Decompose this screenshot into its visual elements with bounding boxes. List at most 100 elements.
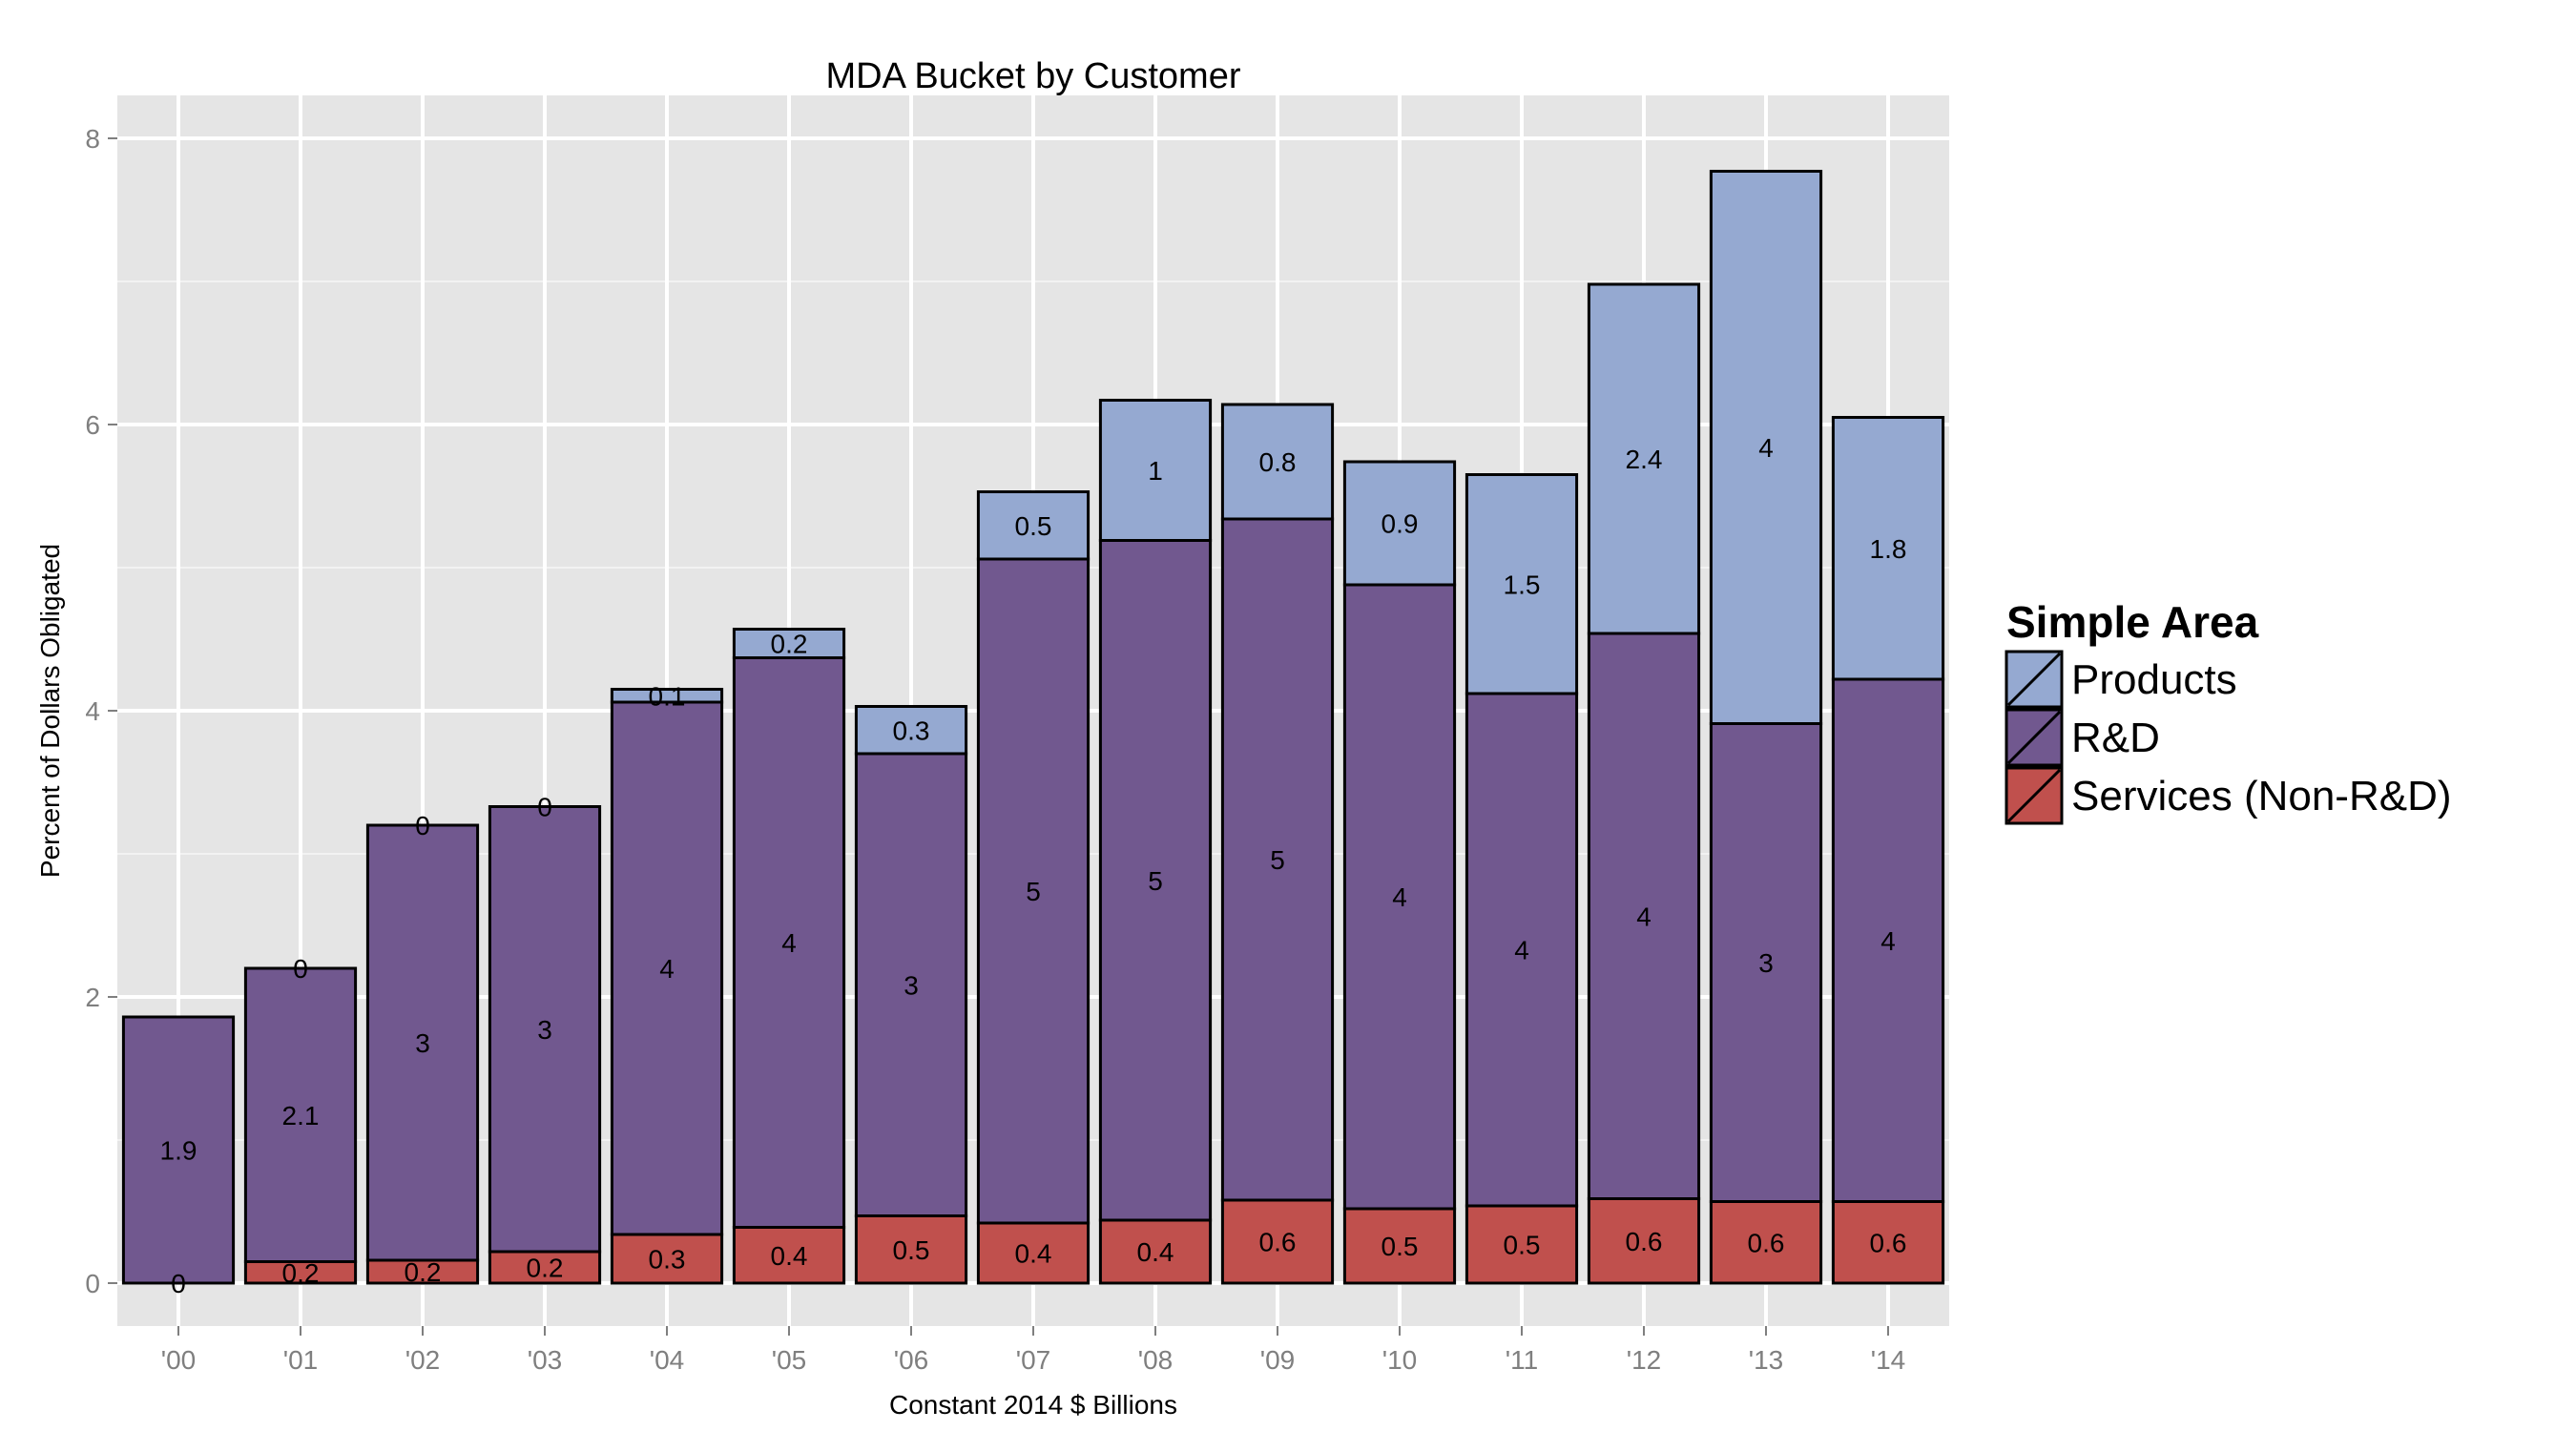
bar-segment [854,752,968,1217]
bar-segment [488,1250,602,1285]
bar-segment [976,1221,1091,1285]
bar-segment [365,823,480,1262]
bar-value-label: 3 [1758,948,1774,978]
bar-segment [732,628,846,659]
bar-value-label: 3 [415,1028,430,1058]
x-tick-label: '11 [1506,1345,1538,1375]
bar-value-label: 0.5 [1504,1231,1541,1260]
bar-segment [1709,722,1823,1203]
x-tick-label: '08 [1138,1345,1174,1375]
bar-value-label: 0.6 [1870,1228,1907,1257]
bar-value-label: 0.5 [1015,511,1052,541]
x-tick-label: '10 [1382,1345,1418,1375]
bar-segment [976,490,1091,561]
bar-segment [1587,1197,1701,1285]
bar-value-label: 1 [1148,456,1163,486]
x-tick-label: '06 [894,1345,929,1375]
bar-value-label: 0.3 [893,716,930,745]
x-tick-label: '13 [1749,1345,1784,1375]
bar-segment [610,688,724,704]
legend-label: Services (Non-R&D) [2071,773,2452,819]
bar-value-label: 0.2 [527,1254,564,1283]
bar-value-label: 0.2 [405,1257,442,1287]
x-axis: '00 '01 '02 '03 '04 '05 '06 '07 '08 '09 '10 '11 '12 '… [161,1326,1905,1375]
bar-value-label: 4 [1880,926,1896,956]
bar-value-label: 0 [415,811,430,840]
x-tick-label: '05 [772,1345,807,1375]
x-tick-label: '02 [405,1345,441,1375]
bar-segment [732,1226,846,1285]
bar-segment [1831,677,1945,1203]
bar-value-label: 0.8 [1259,447,1297,477]
x-tick-label: '00 [161,1345,197,1375]
legend: Simple Area Products R&D Services (Non-R&D… [2005,597,2452,825]
bar-value-label: 3 [537,1015,552,1045]
legend-label: R&D [2071,715,2160,761]
bar-value-label: 5 [1026,877,1041,906]
bar-segment [1709,170,1823,725]
bar-labels: 0 1.9 0.2 2.1 0 0.2 3 0 0.2 3 0 0.3 4 0.1 0.4 4 0.2 0.5 3 0… [160,433,1907,1298]
bar-value-label: 2.1 [282,1101,320,1130]
bar-segment [854,1214,968,1285]
legend-key-slash [2006,710,2062,765]
bar-value-label: 0.1 [649,681,686,711]
bar-value-label: 4 [1514,936,1529,965]
x-tick-label: '04 [650,1345,685,1375]
bar-segment [1098,539,1213,1222]
bar-segment [1342,460,1457,587]
bar-value-label: 0 [293,954,308,984]
x-tick-label: '07 [1016,1345,1051,1375]
bar-segment [1098,399,1213,542]
y-tick-label: 0 [85,1269,100,1298]
bar-segment [1220,517,1335,1202]
x-tick-label: '12 [1627,1345,1662,1375]
bar-segment [1098,1218,1213,1285]
bar-segment [610,1233,724,1285]
chart-title: MDA Bucket by Customer [825,56,1240,96]
bar-value-label: 1.9 [160,1136,197,1166]
legend-key-slash [2006,652,2062,707]
y-axis-title: Percent of Dollars Obligated [35,544,65,878]
bar-value-label: 3 [904,970,919,1000]
bar-value-label: 5 [1270,845,1285,875]
x-axis-title: Constant 2014 $ Billions [889,1390,1177,1420]
bar-segment [1587,282,1701,635]
y-axis: 0 2 4 6 8 [85,124,117,1298]
bar-segment [1342,1207,1457,1285]
bar-value-label: 4 [659,954,675,984]
bars [121,170,1945,1285]
bar-segment [1220,403,1335,521]
y-tick-label: 4 [85,696,100,726]
bar-segment [121,1015,236,1285]
y-tick-label: 2 [85,983,100,1012]
bar-value-label: 1.8 [1870,534,1907,564]
y-tick-label: 6 [85,410,100,440]
bar-value-label: 0.6 [1259,1228,1297,1257]
bar-segment [365,1258,480,1285]
bar-value-label: 0 [537,793,552,822]
bar-value-label: 4 [781,928,797,958]
bar-segment [1831,416,1945,681]
bar-segment [1465,473,1579,695]
bar-value-label: 1.5 [1504,570,1541,599]
legend-key-slash [2006,768,2062,823]
x-tick-label: '09 [1260,1345,1296,1375]
x-tick-label: '03 [528,1345,563,1375]
bar-value-label: 5 [1148,866,1163,896]
bar-segment [976,557,1091,1225]
bar-value-label: 4 [1636,902,1652,931]
bar-value-label: 0.2 [771,630,808,659]
bar-value-label: 4 [1758,433,1774,463]
bar-value-label: 0.6 [1748,1228,1785,1257]
bar-value-label: 0.2 [282,1258,320,1288]
bar-value-label: 4 [1392,882,1407,912]
y-tick-label: 8 [85,124,100,154]
bar-segment [1831,1200,1945,1285]
bar-segment [1465,692,1579,1208]
bar-value-label: 0.4 [1015,1239,1052,1269]
bar-value-label: 0.5 [893,1235,930,1265]
bar-value-label: 0.9 [1381,509,1419,539]
bar-value-label: 0.6 [1626,1227,1663,1256]
